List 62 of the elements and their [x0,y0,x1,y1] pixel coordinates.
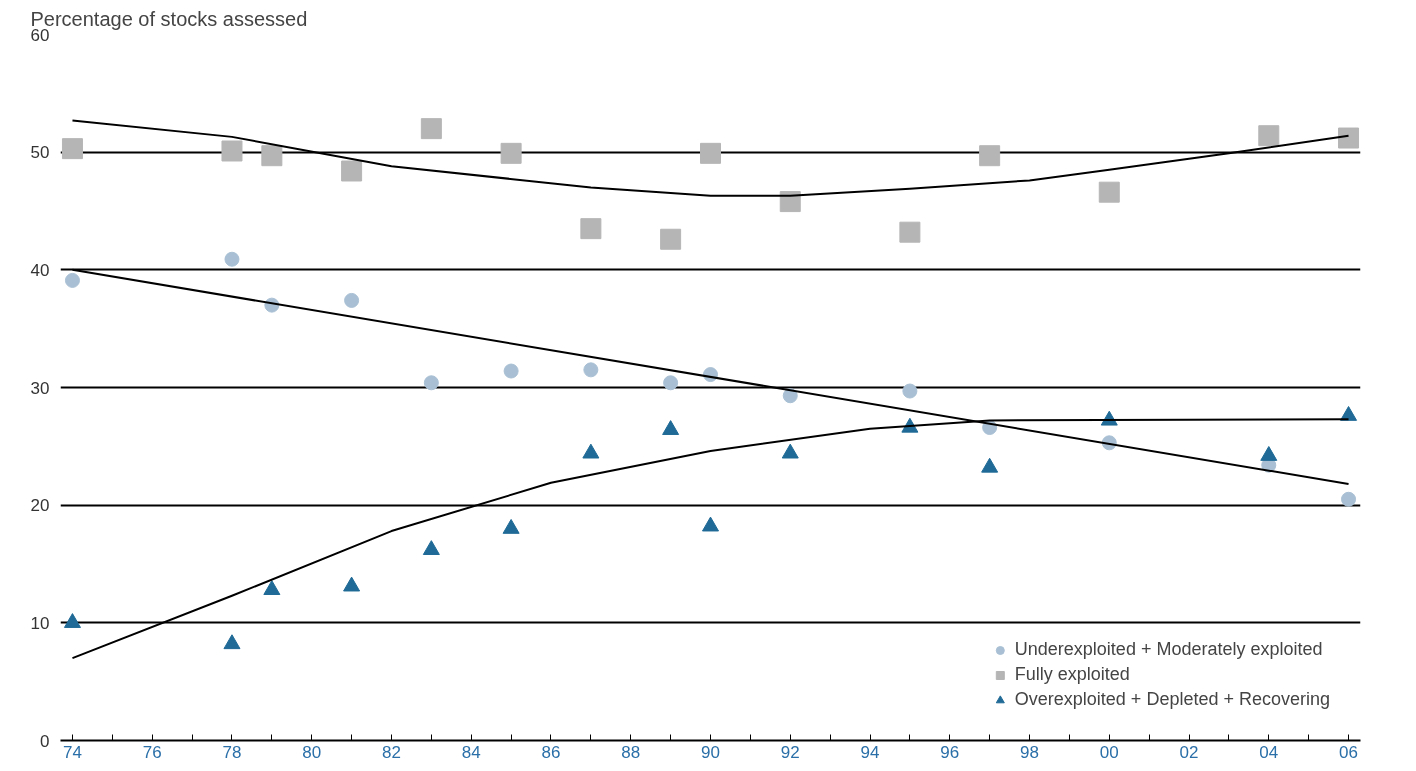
point [662,420,680,435]
point [420,118,442,140]
x-tick-label: 96 [940,742,960,762]
y-tick-label: 40 [30,260,50,280]
point [503,363,519,379]
point [899,221,921,243]
point [700,142,721,164]
x-tick-label: 76 [142,742,162,762]
x-tick-label: 92 [780,742,800,762]
point [223,634,241,650]
point [1098,181,1120,203]
x-tick-label: 06 [1339,742,1358,762]
point [981,457,999,473]
point [660,228,682,250]
x-tick-label: 04 [1259,742,1279,762]
y-tick-label: 0 [40,731,50,751]
point [779,191,801,213]
point [702,516,719,532]
y-tick-label: 10 [30,613,50,633]
point [63,613,81,628]
x-tick-label: 80 [302,742,322,762]
point [502,518,520,534]
point [500,142,522,164]
x-tick-label: 94 [860,742,880,762]
x-tick-label: 88 [621,742,641,762]
x-tick-label: 00 [1099,742,1119,762]
point [221,140,243,162]
point [582,443,600,459]
point [1260,446,1278,461]
x-tick-label: 86 [541,742,561,762]
point [344,292,360,308]
x-tick-label: 82 [382,742,401,762]
point [423,375,439,391]
point [1258,125,1280,147]
x-tick-label: 84 [461,742,481,762]
point [64,272,80,288]
point [1341,491,1357,507]
y-tick-label: 20 [30,496,50,516]
point [580,218,602,240]
point [663,375,679,391]
x-tick-label: 98 [1020,742,1039,762]
point [341,160,363,182]
point [261,145,283,167]
y-tick-label: 30 [30,378,50,398]
point [781,443,799,459]
legend-label: Underexploited + Moderately exploited [1014,639,1323,660]
y-tick-label: 50 [30,143,50,163]
point [61,138,83,160]
legend-label: Overexploited + Depleted + Recovering [1014,689,1330,710]
point [224,251,240,267]
x-tick-label: 02 [1179,742,1199,762]
point [583,362,599,378]
legend-label: Fully exploited [1014,664,1130,685]
point [263,580,281,596]
point [343,576,361,592]
point [422,540,440,555]
point [902,383,918,399]
x-tick-label: 74 [63,742,82,762]
x-tick-label: 90 [701,742,720,762]
point [979,145,1001,167]
point [1338,127,1360,149]
x-tick-label: 78 [222,742,242,762]
